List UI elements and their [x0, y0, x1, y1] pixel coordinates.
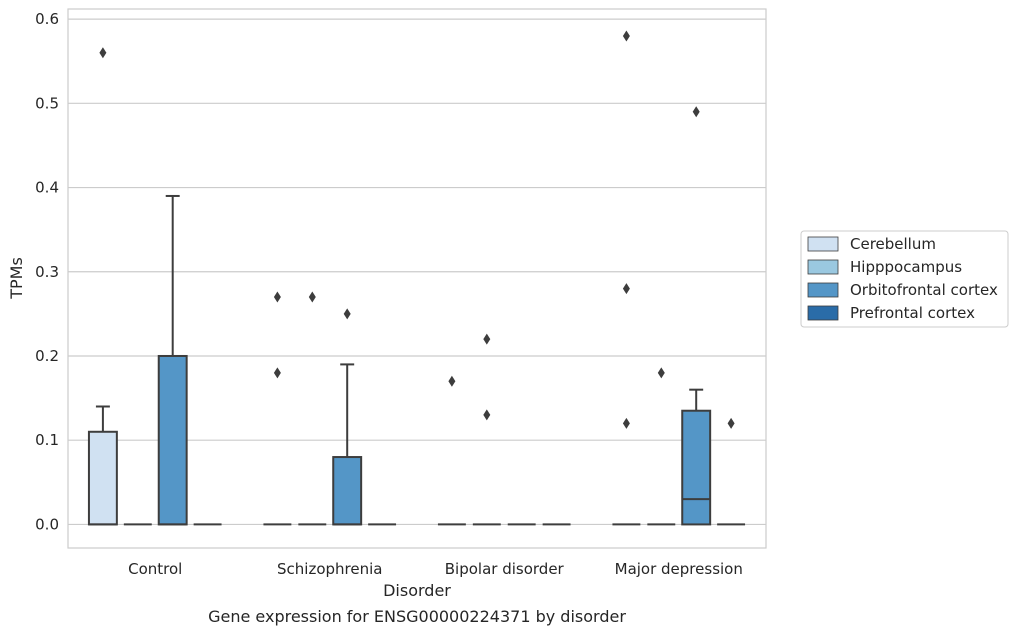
legend-swatch: [807, 259, 839, 275]
figure-caption: Gene expression for ENSG00000224371 by d…: [208, 607, 626, 626]
outlier-point: [448, 375, 456, 387]
outlier-point: [727, 417, 735, 429]
box-cerebellum: [612, 30, 641, 526]
y-tick-label: 0.6: [35, 10, 59, 28]
outlier-point: [622, 30, 630, 42]
outlier-point: [483, 409, 491, 421]
legend-swatch: [807, 236, 839, 252]
box-cerebellum: [437, 375, 466, 526]
legend-entry-label: Orbitofrontal cortex: [850, 281, 998, 299]
outlier-point: [308, 291, 316, 303]
legend-swatch: [807, 282, 839, 298]
legend-frame: [800, 230, 1009, 328]
box-hipppocampus: [647, 367, 676, 526]
outlier-point: [622, 417, 630, 429]
outlier-point: [483, 333, 491, 345]
box-body: [157, 354, 188, 526]
y-axis-label: TPMs: [7, 257, 26, 300]
box-body: [87, 430, 118, 526]
x-tick-label: Control: [128, 560, 182, 578]
legend: Cerebellum Hipppocampus Orbitofrontal cort…: [800, 230, 1009, 328]
y-tick-label: 0.1: [35, 431, 59, 449]
outlier-point: [657, 367, 665, 379]
x-tick-label: Schizophrenia: [277, 560, 382, 578]
box-orbitofrontal-cortex: [332, 308, 363, 526]
plot-frame: [67, 8, 767, 549]
outlier-point: [622, 283, 630, 295]
box-series: [87, 30, 746, 526]
y-tick-label: 0.3: [35, 263, 59, 281]
y-tick-labels: 0.0 0.1 0.2 0.3 0.4 0.5 0.6: [35, 10, 59, 533]
x-tick-label: Bipolar disorder: [445, 560, 565, 578]
legend-swatch: [807, 305, 839, 321]
legend-entry-label: Cerebellum: [850, 235, 936, 253]
outlier-point: [273, 291, 281, 303]
outlier-point: [273, 367, 281, 379]
x-tick-labels: Control Schizophrenia Bipolar disorder Majo…: [128, 560, 743, 578]
box-orbitofrontal-cortex: [681, 106, 712, 526]
box-prefrontal-cortex: [717, 417, 746, 526]
x-tick-label: Major depression: [615, 560, 743, 578]
outlier-point: [99, 47, 107, 59]
box-orbitofrontal-cortex: [157, 194, 188, 526]
box-body: [681, 409, 712, 526]
box-hipppocampus: [472, 333, 501, 526]
y-tick-label: 0.4: [35, 179, 59, 197]
outlier-point: [343, 308, 351, 320]
legend-entry-label: Hipppocampus: [850, 258, 962, 276]
x-axis-label: Disorder: [383, 581, 451, 600]
legend-entry-label: Prefrontal cortex: [850, 304, 975, 322]
y-tick-label: 0.5: [35, 94, 59, 112]
y-tick-label: 0.0: [35, 515, 59, 533]
box-body: [332, 456, 363, 526]
box-cerebellum: [87, 47, 118, 526]
y-tick-label: 0.2: [35, 347, 59, 365]
box-cerebellum: [263, 291, 292, 526]
box-hipppocampus: [298, 291, 327, 526]
outlier-point: [692, 106, 700, 118]
